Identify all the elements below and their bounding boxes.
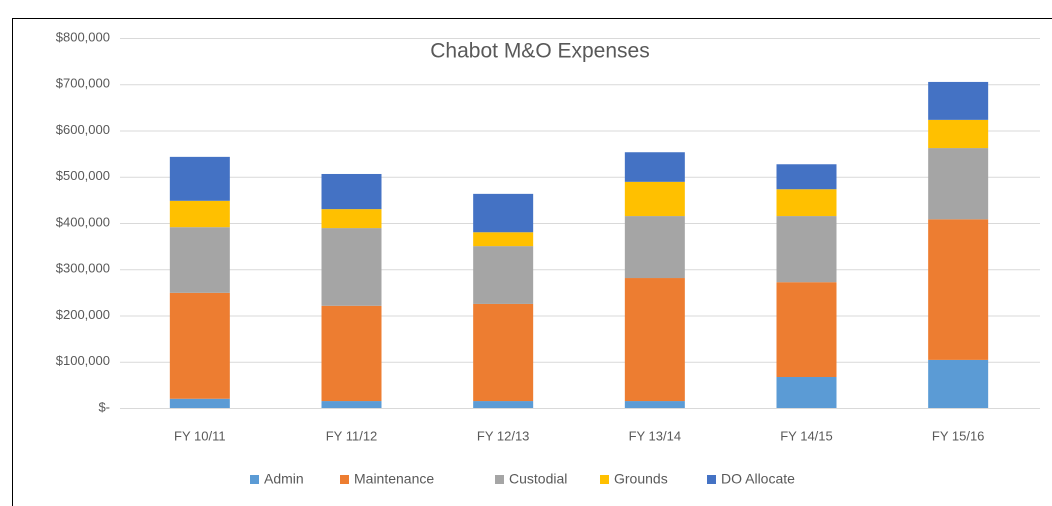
bar-segment — [473, 232, 534, 247]
x-tick-label: FY 11/12 — [326, 428, 378, 443]
bar-segment — [321, 305, 382, 402]
bar-segment — [624, 401, 685, 408]
bar-segment — [928, 81, 989, 120]
x-tick-label: FY 10/11 — [174, 428, 226, 443]
legend-label: DO Allocate — [721, 471, 795, 487]
bar-segment — [776, 282, 837, 378]
bar-segment — [321, 228, 382, 306]
bar-segment — [624, 152, 685, 182]
legend-swatch — [707, 475, 716, 484]
bar-segment — [473, 193, 534, 233]
y-tick-label: $100,000 — [56, 353, 110, 368]
bar-segment — [321, 173, 382, 210]
legend-label: Maintenance — [354, 471, 434, 487]
legend-swatch — [600, 475, 609, 484]
bar-segment — [473, 401, 534, 408]
legend-label: Grounds — [614, 471, 668, 487]
bar-segment — [928, 219, 989, 360]
bar-segment — [169, 200, 230, 228]
bar-segment — [321, 209, 382, 229]
bar-segment — [776, 377, 837, 408]
bar-segment — [169, 156, 230, 201]
legend-label: Admin — [264, 471, 304, 487]
y-tick-label: $500,000 — [56, 168, 110, 183]
x-tick-label: FY 12/13 — [477, 428, 530, 443]
bar-segment — [776, 189, 837, 217]
legend-swatch — [495, 475, 504, 484]
y-tick-label: $700,000 — [56, 76, 110, 91]
legend-swatch — [340, 475, 349, 484]
bar-segment — [624, 216, 685, 279]
legend-swatch — [250, 475, 259, 484]
chart-title: Chabot M&O Expenses — [430, 40, 649, 63]
bar-segment — [928, 119, 989, 149]
bar-segment — [321, 401, 382, 408]
bar-segment — [624, 278, 685, 402]
y-tick-label: $400,000 — [56, 214, 110, 229]
legend-label: Custodial — [509, 471, 567, 487]
bar-segment — [776, 164, 837, 190]
bar-segment — [776, 216, 837, 283]
y-tick-label: $800,000 — [56, 29, 110, 44]
bar-segment — [473, 303, 534, 402]
y-tick-label: $200,000 — [56, 307, 110, 322]
bar-segment — [169, 292, 230, 399]
bar-segment — [169, 398, 230, 408]
y-tick-label: $300,000 — [56, 261, 110, 276]
bar-segment — [624, 181, 685, 217]
bar-segment — [928, 148, 989, 220]
y-tick-label: $600,000 — [56, 122, 110, 137]
y-tick-label: $- — [98, 399, 110, 414]
x-tick-label: FY 14/15 — [780, 428, 833, 443]
bar-segment — [473, 246, 534, 304]
x-tick-label: FY 15/16 — [932, 428, 985, 443]
x-tick-label: FY 13/14 — [629, 428, 682, 443]
bar-segment — [169, 227, 230, 293]
bar-segment — [928, 359, 989, 408]
